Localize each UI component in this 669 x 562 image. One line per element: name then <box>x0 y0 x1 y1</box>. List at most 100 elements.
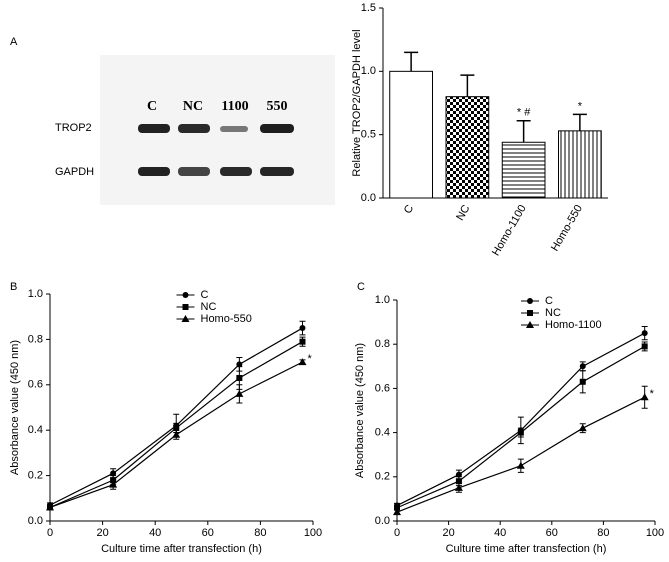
lane-label: 1100 <box>221 99 248 114</box>
legend-label: NC <box>545 307 561 319</box>
legend-label: C <box>201 289 209 301</box>
x-tick-label: 40 <box>494 527 506 539</box>
band <box>138 124 170 133</box>
legend-marker <box>182 304 189 310</box>
x-tick-label: 0 <box>47 527 53 539</box>
y-tick-label: 0.5 <box>361 129 376 141</box>
legend-marker <box>181 315 190 322</box>
band <box>178 167 210 176</box>
x-tick-label: Homo-550 <box>549 203 585 253</box>
data-point <box>235 389 244 397</box>
data-point <box>640 393 649 401</box>
lane-label: 550 <box>267 99 288 114</box>
data-point <box>110 470 117 477</box>
y-tick-label: 0.8 <box>375 338 390 350</box>
data-point <box>641 343 648 350</box>
x-tick-label: 20 <box>96 527 108 539</box>
bar <box>389 70 433 199</box>
x-axis-label: Culture time after transfection (h) <box>446 543 607 555</box>
significance-label: * <box>578 100 583 112</box>
legend-marker <box>527 298 533 304</box>
y-tick-label: 0.4 <box>375 427 390 439</box>
y-tick-label: 0.0 <box>28 515 43 527</box>
data-point <box>298 358 307 366</box>
data-point <box>578 424 587 432</box>
y-tick-label: 0.4 <box>28 424 43 436</box>
panel-label: C <box>357 281 365 293</box>
bar <box>445 96 490 199</box>
band <box>260 167 294 176</box>
band <box>178 124 210 133</box>
y-tick-label: 1.5 <box>361 2 376 14</box>
row-label: GAPDH <box>55 166 94 178</box>
x-tick-label: 60 <box>546 527 558 539</box>
x-tick-label: 80 <box>254 527 266 539</box>
data-point <box>393 508 401 516</box>
legend-marker <box>527 310 533 316</box>
data-point <box>173 424 180 431</box>
y-tick-label: 1.0 <box>361 65 376 77</box>
x-tick-label: NC <box>454 203 472 223</box>
y-tick-label: 0.2 <box>28 470 43 482</box>
x-tick-label: 100 <box>304 527 322 539</box>
legend-label: NC <box>201 301 217 313</box>
x-tick-label: C <box>402 203 416 216</box>
y-axis-label: Absorbance value (450 nm) <box>354 343 366 478</box>
bar <box>558 130 602 199</box>
y-axis-label: Absorbance value (450 nm) <box>9 340 21 475</box>
data-point <box>516 461 525 469</box>
legend-marker <box>182 292 189 298</box>
x-axis-label: Culture time after transfection (h) <box>101 543 262 555</box>
legend-marker <box>526 321 534 328</box>
bar <box>501 141 546 199</box>
lane-label: NC <box>183 99 203 114</box>
panel-label: A <box>10 36 18 48</box>
legend-label: Homo-550 <box>201 313 252 325</box>
error-bar <box>516 119 531 143</box>
y-tick-label: 0.2 <box>375 471 390 483</box>
y-tick-label: 0.0 <box>375 515 390 527</box>
series-line <box>396 396 645 513</box>
error-bar <box>460 74 475 97</box>
data-point <box>299 325 306 332</box>
error-bar <box>404 51 419 72</box>
x-tick-label: 100 <box>646 527 664 539</box>
x-tick-label: Homo-1100 <box>490 203 529 258</box>
data-point <box>455 478 462 485</box>
legend-label: Homo-1100 <box>545 319 602 331</box>
data-point <box>454 483 463 491</box>
y-tick-label: 1.0 <box>28 288 43 300</box>
annotation: * <box>650 388 655 400</box>
panel-label: B <box>10 281 17 293</box>
data-point <box>236 374 243 381</box>
row-label: TROP2 <box>55 122 92 134</box>
y-tick-label: 0.0 <box>361 192 376 204</box>
data-point <box>641 330 648 337</box>
band <box>220 167 252 176</box>
data-point <box>46 503 54 511</box>
data-point <box>236 361 243 368</box>
error-bar <box>572 113 587 131</box>
band <box>138 167 170 176</box>
x-tick-label: 60 <box>202 527 214 539</box>
data-point <box>172 430 181 438</box>
significance-label: * # <box>517 107 531 119</box>
blot-background <box>100 55 335 205</box>
band <box>220 126 248 132</box>
data-point <box>579 378 586 385</box>
annotation: * <box>307 353 312 365</box>
band <box>260 124 294 133</box>
data-point <box>517 429 524 436</box>
data-point <box>394 504 400 511</box>
lane-label: C <box>147 99 157 114</box>
y-tick-label: 0.6 <box>375 382 390 394</box>
y-axis-label: Relative TROP2/GAPDH level <box>351 29 363 176</box>
x-tick-label: 0 <box>394 527 400 539</box>
x-tick-label: 40 <box>149 527 161 539</box>
blot: C NC 1100 550 TROP2 GAPDH <box>55 55 335 205</box>
data-point <box>455 471 462 478</box>
y-tick-label: 0.8 <box>28 333 43 345</box>
data-point <box>579 363 586 370</box>
data-point <box>109 480 118 488</box>
